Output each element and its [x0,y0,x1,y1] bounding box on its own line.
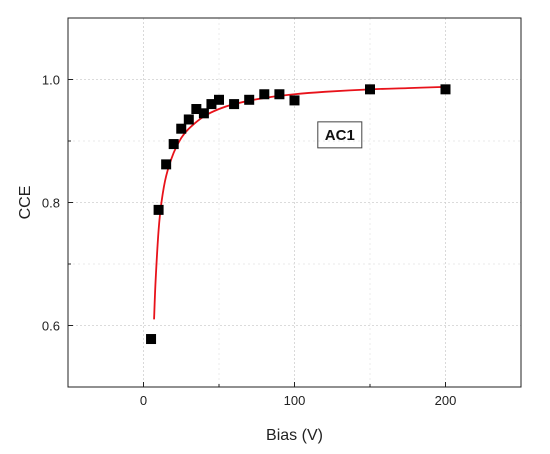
data-point [168,139,179,150]
x-tick-label: 200 [435,393,457,408]
data-point [191,104,202,115]
data-point [146,334,157,345]
data-point [176,123,187,134]
data-point [289,95,300,106]
data-point [274,89,285,100]
data-point [153,204,164,215]
annotation-label: AC1 [325,127,355,144]
y-axis-label: CCE [17,186,34,220]
data-point [198,108,209,119]
y-tick-label: 0.6 [42,319,60,334]
data-point [244,94,255,105]
data-point [183,114,194,125]
data-point [214,94,224,105]
y-tick-label: 0.8 [42,196,60,211]
x-tick-label: 0 [140,393,147,408]
y-tick-label: 1.0 [42,73,60,88]
data-point [161,159,172,170]
fit-curve [153,85,446,320]
annotation-box: AC1 [317,121,363,149]
x-tick-label: 100 [284,393,306,408]
axis-ticks [67,79,522,387]
x-axis-label: Bias (V) [266,427,323,444]
tick-labels: 0 100 200 0.6 0.8 1.0 [42,73,456,409]
data-point [229,99,240,110]
data-point [440,84,451,95]
grid-lines [67,18,522,387]
data-point [206,99,217,110]
data-points [146,84,451,345]
annotation-frame [317,121,363,149]
data-point [259,89,270,100]
data-point [365,84,375,95]
